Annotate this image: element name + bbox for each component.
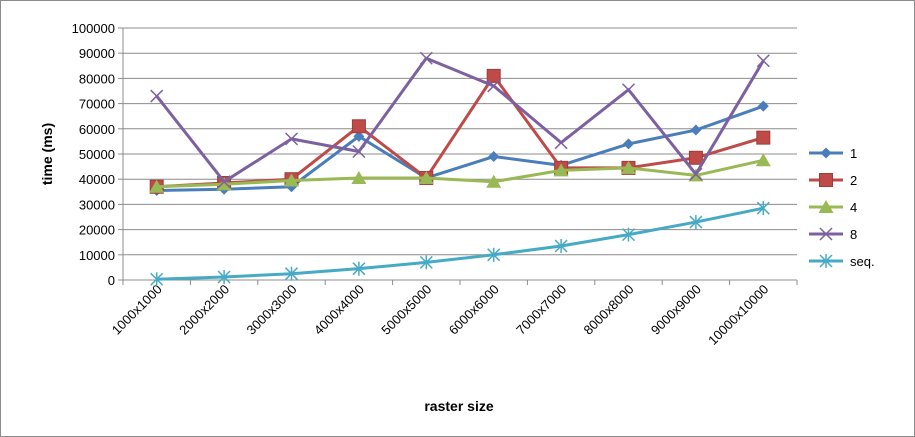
y-tick-label: 40000 — [79, 172, 115, 187]
legend-label: 4 — [850, 200, 857, 215]
y-axis-title: time (ms) — [39, 123, 55, 185]
legend-label: 8 — [850, 227, 857, 242]
data-point — [150, 272, 164, 287]
data-point — [757, 100, 769, 112]
x-tick-labels: 1000x1000 2000x2000 3000x3000 4000x4000 5000… — [109, 282, 772, 348]
data-point — [216, 177, 232, 191]
data-point — [621, 83, 636, 97]
data-point — [554, 238, 568, 253]
x-tick-label: 8000x8000 — [581, 282, 637, 338]
data-point — [488, 151, 500, 163]
x-tick-label: 5000x5000 — [378, 282, 434, 338]
y-tick-label: 100000 — [72, 21, 115, 36]
data-point — [217, 175, 231, 189]
data-point — [818, 200, 834, 213]
data-point — [353, 130, 365, 142]
series-line — [155, 56, 765, 184]
data-point — [419, 255, 433, 270]
data-point — [487, 79, 501, 93]
x-axis-title: raster size — [424, 398, 493, 414]
y-tick-label: 30000 — [79, 197, 115, 212]
series-line — [156, 74, 764, 189]
y-tick-labels: 0 10000 20000 30000 40000 50000 60000 70000 8000… — [72, 21, 115, 288]
data-point — [487, 247, 501, 262]
y-tick-label: 60000 — [79, 122, 115, 137]
data-point — [352, 144, 366, 159]
x-tick-label: 1000x1000 — [109, 282, 165, 338]
data-point — [284, 173, 299, 187]
series-line — [156, 158, 764, 189]
series-seq — [150, 201, 770, 287]
legend-label: 2 — [850, 173, 857, 188]
data-point — [690, 124, 702, 136]
x-tick-label: 9000x9000 — [648, 282, 704, 338]
y-tick-label: 20000 — [79, 223, 115, 238]
data-point — [756, 54, 770, 68]
data-point — [150, 89, 164, 103]
data-point — [756, 130, 771, 145]
data-point — [351, 170, 367, 184]
data-point — [688, 150, 703, 165]
data-point — [351, 119, 366, 134]
legend-label: 1 — [850, 146, 857, 161]
x-tick-label: 3000x3000 — [244, 282, 300, 338]
axes — [118, 27, 798, 285]
data-point — [284, 132, 299, 146]
data-point — [820, 147, 832, 159]
data-point — [819, 173, 833, 187]
data-point — [621, 227, 636, 242]
data-point — [819, 254, 833, 268]
x-tick-label: 2000x2000 — [176, 282, 232, 338]
data-point — [486, 174, 502, 188]
x-tick-label: 6000x6000 — [446, 282, 502, 338]
data-point — [756, 201, 770, 216]
x-tick-label: 4000x4000 — [311, 282, 367, 338]
data-point — [689, 167, 703, 181]
series-8 — [150, 51, 770, 189]
data-point — [217, 269, 231, 284]
data-point — [621, 160, 636, 174]
data-point — [819, 227, 833, 241]
y-tick-label: 70000 — [79, 97, 115, 112]
data-point — [418, 170, 434, 184]
y-tick-label: 10000 — [79, 248, 115, 263]
legend-label: seq. — [850, 254, 875, 269]
series-lines — [149, 51, 771, 287]
data-point — [419, 51, 433, 65]
y-tick-label: 90000 — [79, 46, 115, 61]
legend-item: 2 — [809, 173, 857, 188]
legend-item: 4 — [809, 200, 857, 215]
legend: 1 2 4 8 seq. — [809, 146, 875, 269]
data-point — [553, 163, 569, 177]
legend-item: 8 — [809, 227, 857, 242]
series-line — [156, 206, 764, 281]
data-point — [689, 215, 703, 230]
y-tick-label: 0 — [108, 273, 115, 288]
y-tick-label: 80000 — [79, 71, 115, 86]
legend-item: seq. — [809, 254, 875, 269]
data-point — [486, 68, 501, 83]
legend-item: 1 — [809, 146, 857, 161]
series-line — [156, 104, 764, 193]
data-point — [755, 153, 771, 167]
data-point — [149, 179, 165, 193]
x-tick-label: 7000x7000 — [513, 282, 569, 338]
data-point — [554, 136, 568, 150]
data-point — [623, 138, 634, 150]
x-tick-label: 10000x10000 — [705, 282, 771, 348]
data-point — [284, 266, 299, 281]
y-tick-label: 50000 — [79, 147, 115, 162]
data-point — [352, 261, 366, 276]
